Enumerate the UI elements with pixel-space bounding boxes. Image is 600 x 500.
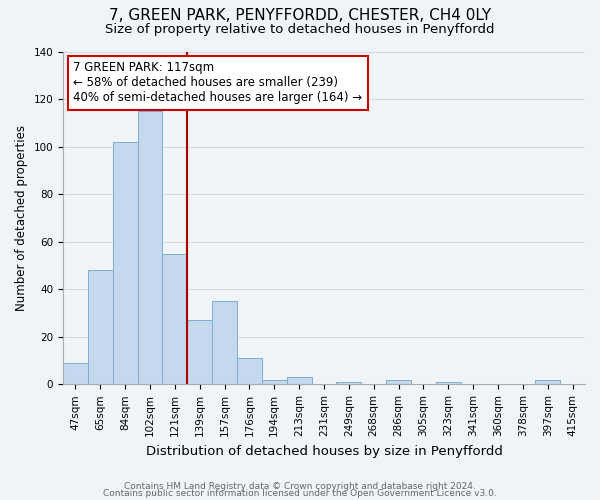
Bar	[137, 111, 163, 384]
Bar	[535, 380, 560, 384]
Y-axis label: Number of detached properties: Number of detached properties	[15, 125, 28, 311]
Bar	[63, 363, 88, 384]
Bar	[113, 142, 137, 384]
Text: 7, GREEN PARK, PENYFFORDD, CHESTER, CH4 0LY: 7, GREEN PARK, PENYFFORDD, CHESTER, CH4 …	[109, 8, 491, 22]
Bar	[337, 382, 361, 384]
Bar	[88, 270, 113, 384]
Bar	[163, 254, 187, 384]
Bar	[262, 380, 287, 384]
Bar	[187, 320, 212, 384]
X-axis label: Distribution of detached houses by size in Penyffordd: Distribution of detached houses by size …	[146, 444, 502, 458]
Bar	[386, 380, 411, 384]
Bar	[287, 377, 311, 384]
Bar	[212, 301, 237, 384]
Text: 7 GREEN PARK: 117sqm
← 58% of detached houses are smaller (239)
40% of semi-deta: 7 GREEN PARK: 117sqm ← 58% of detached h…	[73, 62, 362, 104]
Text: Contains HM Land Registry data © Crown copyright and database right 2024.: Contains HM Land Registry data © Crown c…	[124, 482, 476, 491]
Text: Size of property relative to detached houses in Penyffordd: Size of property relative to detached ho…	[105, 22, 495, 36]
Bar	[436, 382, 461, 384]
Bar	[237, 358, 262, 384]
Text: Contains public sector information licensed under the Open Government Licence v3: Contains public sector information licen…	[103, 490, 497, 498]
